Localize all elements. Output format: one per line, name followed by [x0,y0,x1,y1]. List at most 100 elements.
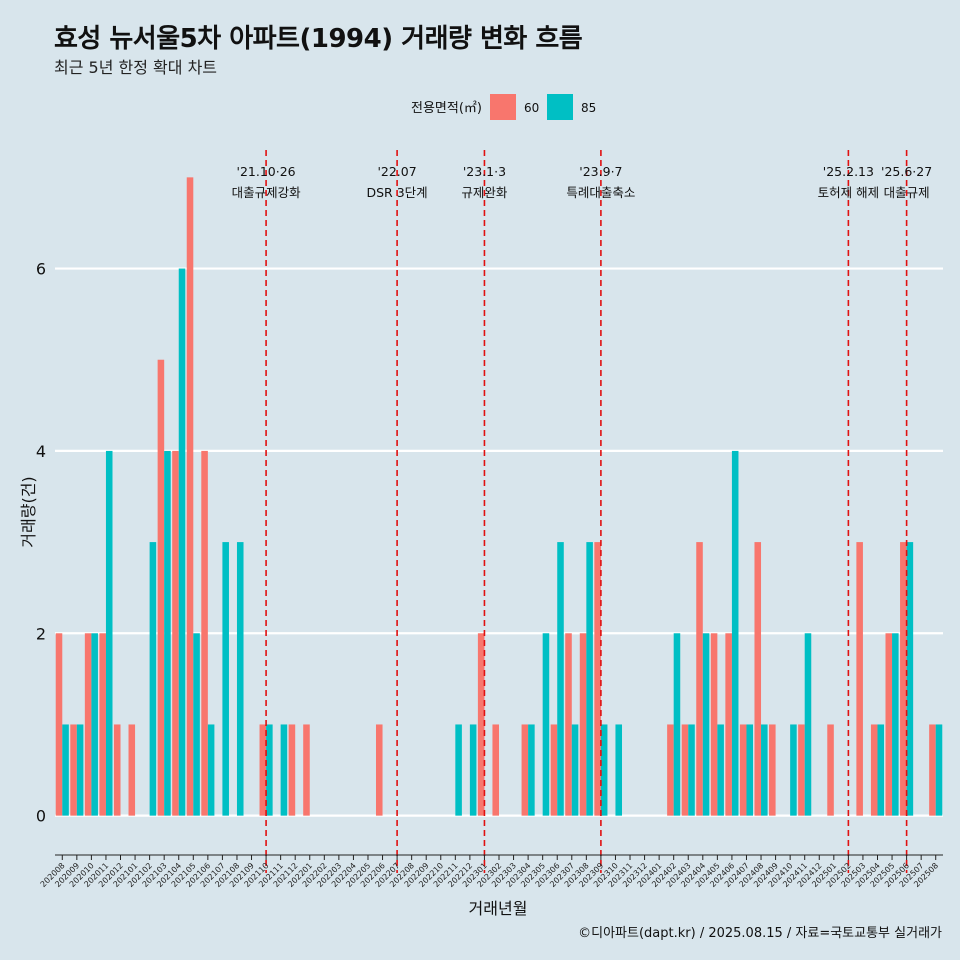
bar-85-202104 [178,268,186,816]
bar-85-202310 [615,724,623,816]
event-date-label: '23.1·3 [463,164,506,179]
bar-60-202405 [710,633,718,816]
bar-85-202404 [702,633,710,816]
bar-60-202404 [696,542,703,816]
bar-85-202305 [542,633,550,816]
y-tick-label: 6 [36,260,46,279]
bar-60-202501 [827,724,834,816]
bar-60-202301 [477,633,485,816]
legend-swatch-60 [490,94,516,120]
y-axis-label: 거래량(건) [19,476,38,547]
bar-85-202408 [761,724,768,816]
bar-85-202212 [469,724,477,816]
bar-60-202206 [375,724,383,816]
bar-85-202105 [193,633,200,816]
bar-60-202411 [798,724,805,816]
bar-85-202309 [600,724,608,816]
bar-60-202402 [667,724,674,816]
bar-85-202407 [746,724,754,816]
bar-60-202302 [492,724,499,816]
bar-60-202008 [55,633,63,816]
bar-60-202101 [128,724,136,816]
bars [55,177,943,816]
chart-subtitle: 최근 5년 한정 확대 차트 [54,58,218,77]
bar-60-202012 [113,724,121,816]
legend-title: 전용면적(㎡) [411,101,482,116]
legend: 전용면적(㎡) 60 85 [411,94,596,120]
source-caption: ©디아파트(dapt.kr) / 2025.08.15 / 자료=국토교통부 실… [578,926,942,941]
bar-60-202505 [885,633,893,816]
y-tick-label: 2 [36,624,46,643]
event-date-label: '25.6·27 [881,164,932,179]
bar-85-202411 [804,633,812,816]
bar-85-202010 [91,633,98,816]
bar-85-202405 [717,724,724,816]
bar-60-202010 [84,633,92,816]
bar-85-202008 [62,724,69,816]
bar-60-202011 [99,633,106,816]
event-desc-label: DSR 3단계 [367,185,428,200]
legend-label-60: 60 [524,101,539,115]
legend-swatch-85 [547,94,573,120]
bar-60-202506 [900,542,907,816]
event-date-label: '22.07 [377,164,416,179]
y-axis: 0 2 4 6 [36,260,46,826]
legend-label-85: 85 [581,101,596,115]
y-tick-label: 0 [36,807,46,826]
bar-85-202106 [207,724,215,816]
bar-85-202111 [280,724,288,816]
bar-85-202107 [222,542,229,816]
bar-60-202504 [870,724,878,816]
bar-60-202508 [929,724,936,816]
bar-60-202009 [70,724,77,816]
x-axis: 2020082020092020102020112020122021012021… [39,854,943,889]
event-desc-label: 특례대출축소 [566,185,635,200]
chart-title: 효성 뉴서울5차 아파트(1994) 거래량 변화 흐름 [54,24,583,54]
bar-85-202410 [790,724,797,816]
bar-60-202407 [739,724,747,816]
bar-85-202108 [236,542,244,816]
bar-85-202009 [76,724,84,816]
bar-85-202504 [877,724,885,816]
bar-60-202103 [157,359,165,816]
bar-85-202307 [571,724,579,816]
event-desc-label: 대출규제 [884,185,930,200]
bar-60-202104 [172,450,179,816]
event-desc-label: 대출규제강화 [232,185,302,200]
bar-60-202309 [594,542,601,816]
y-tick-label: 4 [36,442,46,461]
bar-85-202403 [688,724,695,816]
event-markers: '21.10·26 대출규제강화 '22.07 DSR 3단계 '23.1·3 규제완화 '… [232,150,932,873]
bar-60-202112 [288,724,296,816]
bar-85-202505 [892,633,899,816]
bar-60-202106 [201,450,208,816]
bar-60-202201 [303,724,310,816]
event-desc-label: 토허제 해제 [818,185,879,200]
bar-60-202403 [681,724,689,816]
bar-85-202508 [935,724,943,816]
event-date-label: '23.9·7 [579,164,622,179]
event-date-label: '21.10·26 [237,164,296,179]
bar-85-202103 [164,450,171,816]
bar-85-202304 [528,724,535,816]
bar-60-202308 [579,633,587,816]
bar-85-202011 [105,450,113,816]
bar-60-202304 [521,724,529,816]
bar-85-202308 [586,542,593,816]
x-axis-label: 거래년월 [469,899,528,918]
bar-85-202402 [673,633,681,816]
bar-85-202110 [266,724,273,816]
bar-60-202408 [754,542,762,816]
event-date-label: '25.2.13 [823,164,874,179]
event-desc-label: 규제완화 [461,185,508,200]
bar-85-202506 [906,542,914,816]
bar-60-202306 [550,724,558,816]
bar-60-202105 [186,177,194,816]
bar-60-202503 [856,542,863,816]
bar-60-202110 [259,724,267,816]
bar-85-202306 [557,542,564,816]
bar-85-202102 [149,542,157,816]
bar-60-202406 [725,633,732,816]
bar-85-202211 [455,724,462,816]
